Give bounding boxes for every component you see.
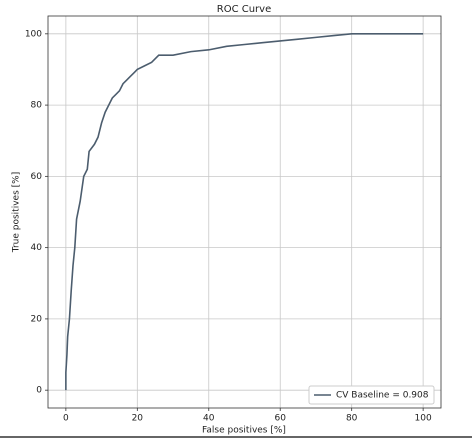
x-tick-label: 100 [415, 414, 432, 424]
x-axis-label: False positives [%] [202, 426, 286, 436]
y-tick-label: 40 [31, 243, 43, 253]
x-tick-label: 20 [132, 414, 144, 424]
y-tick-label: 100 [25, 29, 42, 39]
roc-line [65, 33, 424, 391]
plot-frame [47, 15, 442, 409]
y-tick-label: 60 [31, 172, 43, 182]
legend-box [308, 385, 435, 405]
y-axis-label: True positives [%] [12, 172, 22, 253]
legend-label: CV Baseline = 0.908 [336, 391, 429, 401]
y-tick-label: 0 [36, 386, 42, 396]
x-tick-label: 80 [346, 414, 358, 424]
y-tick-label: 80 [31, 101, 43, 111]
x-tick-label: 40 [203, 414, 215, 424]
y-tick-label: 20 [31, 314, 43, 324]
chart-title: ROC Curve [217, 4, 271, 15]
x-tick-label: 60 [275, 414, 287, 424]
x-tick-label: 0 [63, 414, 69, 424]
